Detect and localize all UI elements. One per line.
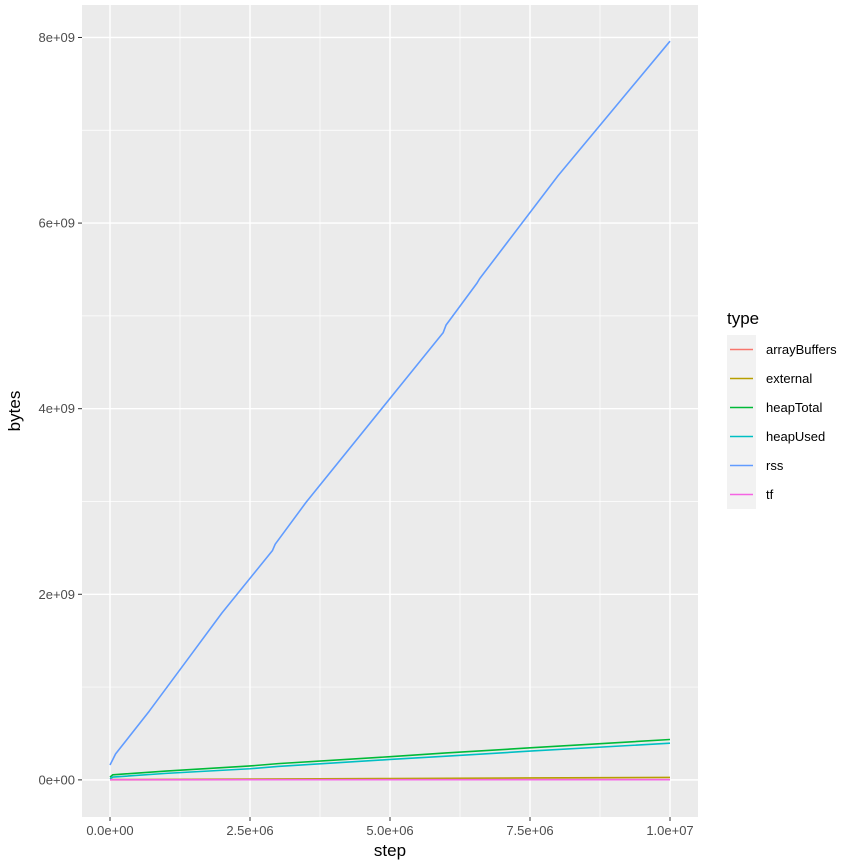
legend-label-rss: rss <box>766 458 784 473</box>
series-line-heapTotal <box>109 738 671 778</box>
x-tick-label: 2.5e+06 <box>226 823 273 838</box>
legend-title: type <box>727 309 759 328</box>
x-tick-label: 5.0e+06 <box>366 823 413 838</box>
x-axis: 0.0e+00 2.5e+06 5.0e+06 7.5e+06 1.0e+07 <box>86 817 694 838</box>
legend-label-heapUsed: heapUsed <box>766 429 825 444</box>
y-tick-label: 2e+09 <box>38 587 75 602</box>
y-axis-title: bytes <box>5 391 24 432</box>
y-tick-label: 4e+09 <box>38 401 75 416</box>
x-tick-label: 1.0e+07 <box>646 823 693 838</box>
x-tick-label: 0.0e+00 <box>86 823 133 838</box>
series-lines <box>109 40 671 781</box>
legend-label-arrayBuffers: arrayBuffers <box>766 342 837 357</box>
x-tick-label: 7.5e+06 <box>506 823 553 838</box>
y-axis: 0e+00 2e+09 4e+09 6e+09 8e+09 <box>38 30 82 787</box>
legend-label-tf: tf <box>766 487 774 502</box>
legend: type arrayBuffers external heapTotal heapUs… <box>727 309 837 509</box>
x-axis-title: step <box>374 841 406 860</box>
series-line-rss <box>109 40 671 766</box>
y-tick-label: 8e+09 <box>38 30 75 45</box>
legend-label-external: external <box>766 371 812 386</box>
legend-label-heapTotal: heapTotal <box>766 400 822 415</box>
y-tick-label: 0e+00 <box>38 772 75 787</box>
series-line-heapUsed <box>109 742 671 780</box>
y-tick-label: 6e+09 <box>38 216 75 231</box>
